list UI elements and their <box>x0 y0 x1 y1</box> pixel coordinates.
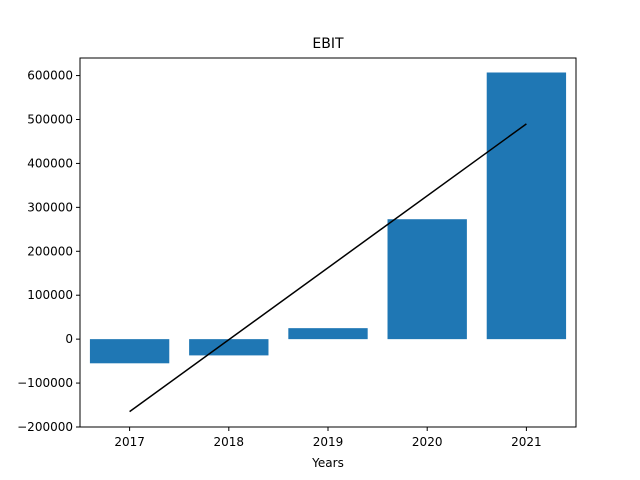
trendline-group <box>129 123 527 413</box>
x-tick-label: 2018 <box>214 435 245 449</box>
x-tick-label: 2019 <box>313 435 344 449</box>
y-tick-label: 600000 <box>27 69 73 83</box>
x-tick-label: 2017 <box>114 435 145 449</box>
chart-title: EBIT <box>312 36 344 52</box>
y-tick-label: 0 <box>65 332 73 346</box>
x-tick-label: 2021 <box>511 435 542 449</box>
y-axis: −200000 −100000 0 100000 200000 300000 400000 5… <box>17 69 80 434</box>
y-tick-label: 500000 <box>27 113 73 127</box>
bar-2020 <box>387 219 467 340</box>
y-tick-label: −100000 <box>17 376 73 390</box>
trend-line <box>129 123 527 413</box>
y-tick-label: 200000 <box>27 244 73 258</box>
bar-2017 <box>89 339 170 364</box>
bars-group <box>89 72 567 364</box>
x-axis: 2017 2018 2019 2020 2021 <box>114 427 542 449</box>
bar-2018 <box>189 339 269 356</box>
bar-2021 <box>486 72 567 340</box>
y-tick-label: 400000 <box>27 156 73 170</box>
y-tick-label: 100000 <box>27 288 73 302</box>
bar-2019 <box>288 328 368 340</box>
y-tick-label: 300000 <box>27 200 73 214</box>
x-axis-label: Years <box>311 456 344 470</box>
x-tick-label: 2020 <box>412 435 443 449</box>
y-tick-label: −200000 <box>17 420 73 434</box>
